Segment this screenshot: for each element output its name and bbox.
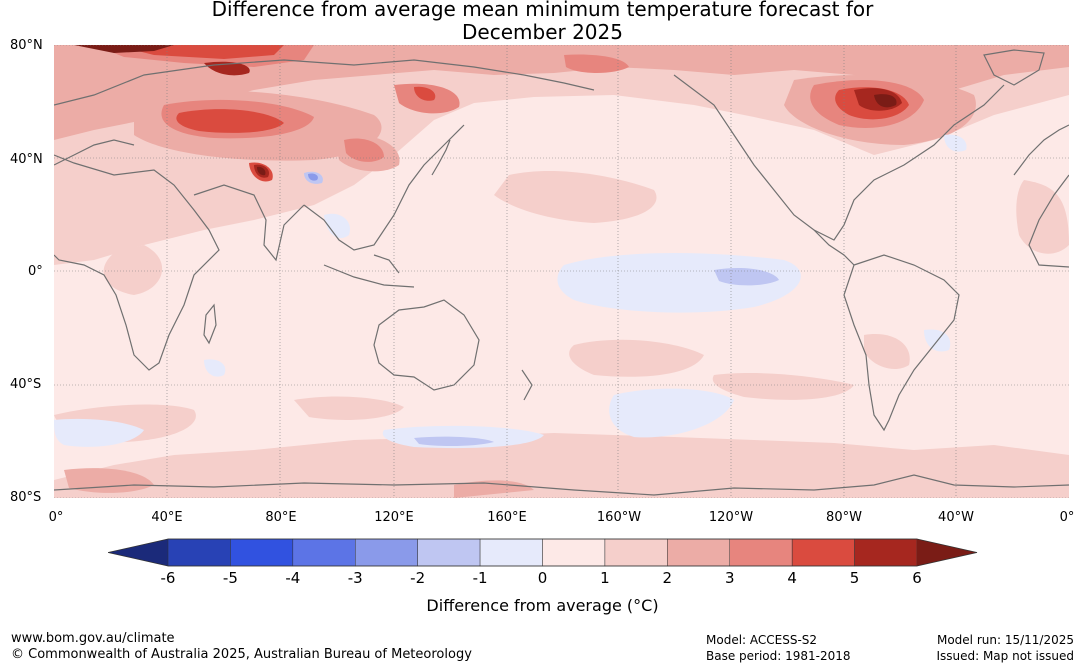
lat-label-40s: 40°S: [10, 377, 42, 392]
colorbar-tick-label: 2: [662, 569, 673, 587]
colorbar-bin: [854, 538, 918, 567]
anomaly-above-6-regions: [74, 45, 897, 176]
footer-model-info: Model: ACCESS-S2 Base period: 1981-2018: [706, 632, 851, 664]
colorbar: [107, 538, 978, 572]
colorbar-tick-label: 3: [724, 569, 735, 587]
colorbar-tick-label: -1: [472, 569, 488, 587]
colorbar-tick-label: 4: [787, 569, 797, 587]
colorbar-tick-label: -4: [285, 569, 301, 587]
graticule: [54, 45, 1069, 498]
title-line-2: December 2025: [462, 20, 623, 44]
colorbar-bin: [292, 538, 356, 567]
model-run: Model run: 15/11/2025: [936, 633, 1074, 647]
lon-label-40w: 40°W: [938, 510, 974, 525]
colorbar-bin: [230, 538, 294, 567]
issued-status: Issued: Map not issued: [936, 649, 1074, 663]
colorbar-bin: [167, 538, 231, 567]
colorbar-below-extend: [108, 539, 168, 566]
colorbar-tick-label: -5: [222, 569, 238, 587]
footer-run-info: Model run: 15/11/2025 Issued: Map not is…: [936, 632, 1074, 664]
colorbar-bin: [729, 538, 793, 567]
colorbar-bin: [355, 538, 418, 567]
lon-label-160w: 160°W: [596, 510, 642, 525]
colorbar-tick-label: -3: [347, 569, 363, 587]
colorbar-label: Difference from average (°C): [426, 596, 659, 615]
lon-label-0-left: 0°: [48, 510, 64, 525]
lon-label-80w: 80°W: [826, 510, 862, 525]
lat-label-80s: 80°S: [10, 490, 42, 505]
anomaly-minus-2-to-minus-3-regions: [308, 173, 318, 181]
colorbar-tick-label: 0: [537, 569, 548, 587]
model-name: Model: ACCESS-S2: [706, 633, 818, 647]
colorbar-tick-label: -2: [410, 569, 426, 587]
temperature-anomaly-map: [54, 45, 1069, 498]
lat-label-80n: 80°N: [10, 38, 43, 53]
colorbar-bin: [479, 538, 543, 567]
colorbar-bin: [604, 538, 668, 567]
website-text: www.bom.gov.au/climate: [11, 631, 175, 646]
lon-label-120e: 120°E: [374, 510, 414, 525]
colorbar-bin: [417, 538, 481, 567]
lon-label-120w: 120°W: [708, 510, 754, 525]
lon-label-40e: 40°E: [151, 510, 183, 525]
footer-left: www.bom.gov.au/climate © Commonwealth of…: [11, 631, 472, 663]
colorbar-tick-label: 1: [600, 569, 610, 587]
colorbar-bin: [791, 538, 855, 567]
coastlines: [54, 49, 1069, 496]
colorbar-tick-label: -6: [160, 569, 176, 587]
copyright-text: © Commonwealth of Australia 2025, Austra…: [11, 647, 472, 662]
lon-label-160e: 160°E: [487, 510, 527, 525]
colorbar-outline: [107, 538, 978, 567]
colorbar-above-extend: [917, 539, 977, 566]
lon-label-0-right: 0°: [1059, 510, 1075, 525]
lat-label-0: 0°: [28, 264, 43, 279]
map-title: Difference from average mean minimum tem…: [0, 0, 1085, 44]
lat-label-40n: 40°N: [10, 152, 43, 167]
base-period: Base period: 1981-2018: [706, 649, 851, 663]
colorbar-bin: [667, 538, 730, 567]
colorbar-tick-label: 5: [849, 569, 860, 587]
colorbar-tick-label: 6: [912, 569, 922, 587]
lon-label-80e: 80°E: [265, 510, 297, 525]
colorbar-bin: [542, 538, 606, 567]
title-line-1: Difference from average mean minimum tem…: [211, 0, 874, 21]
